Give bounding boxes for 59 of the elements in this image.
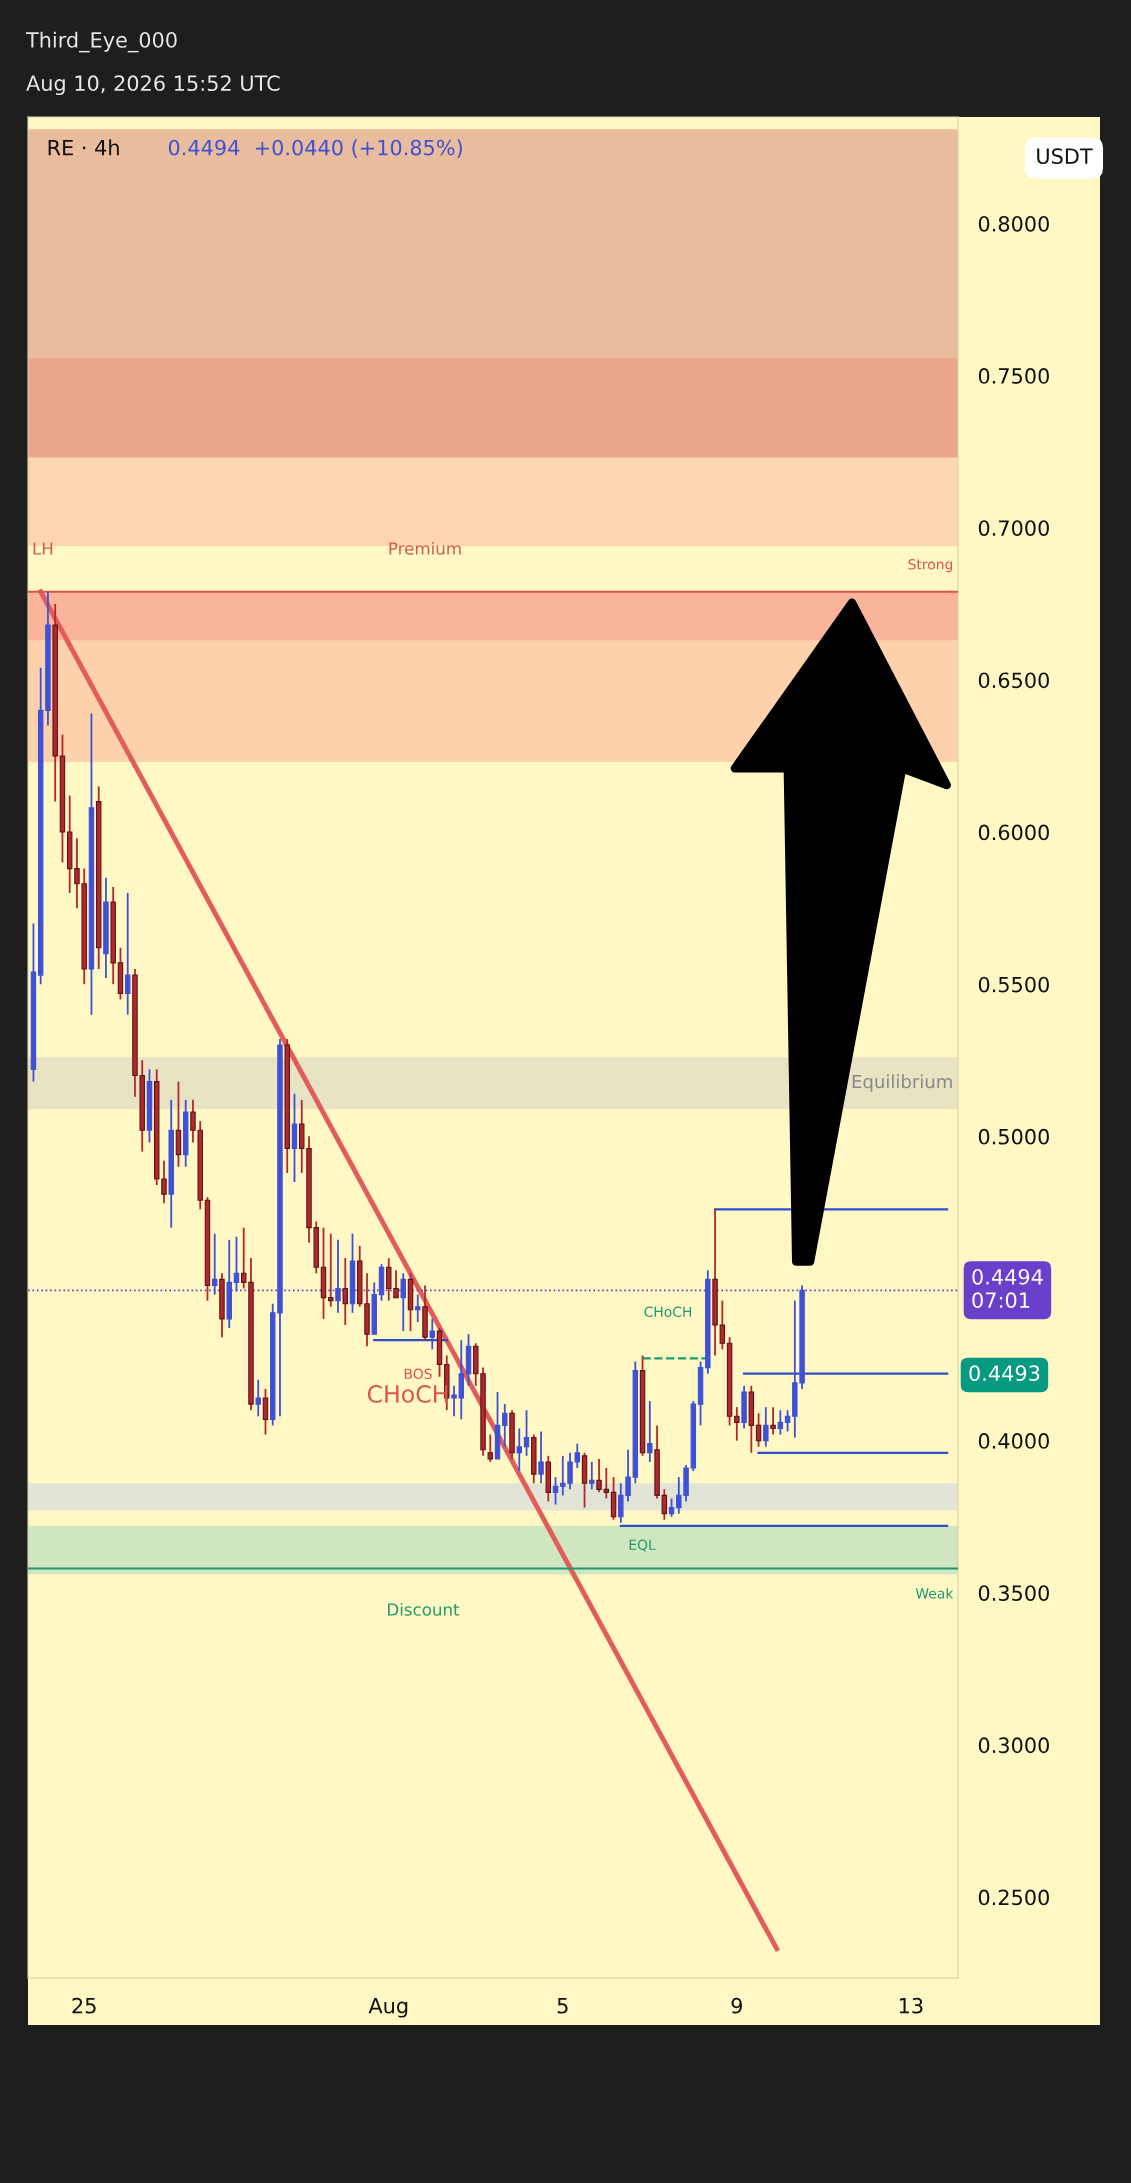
candlestick: [755, 1412, 762, 1448]
candlestick: [487, 1433, 494, 1463]
candlestick: [719, 1299, 726, 1351]
text: 0.4493: [969, 1365, 1040, 1382]
candlestick: [415, 1293, 421, 1323]
candlestick: [255, 1378, 261, 1418]
y-tick-label: 0.4000: [978, 1433, 1049, 1449]
y-tick-label: 0.2500: [978, 1889, 1049, 1906]
candlestick: [668, 1497, 675, 1518]
annotation: LH: [33, 542, 53, 555]
y-tick-label: 0.5000: [978, 1128, 1049, 1145]
candlestick: [552, 1476, 559, 1506]
y-tick-label: 0.6500: [978, 672, 1049, 689]
candlestick: [400, 1272, 406, 1332]
candlestick: [538, 1430, 544, 1485]
candlestick: [233, 1235, 240, 1293]
text: RE · 4h: [48, 139, 119, 156]
y-tick-label: 0.7000: [978, 520, 1049, 536]
x-tick-label: 5: [557, 1998, 568, 2014]
annotation: Discount: [388, 1602, 460, 1616]
ref-line-label: 0.4494 07:01: [972, 1268, 1043, 1309]
candlestick: [328, 1232, 334, 1308]
x-tick-label: 25: [72, 1997, 96, 2014]
annotation: Premium: [389, 541, 461, 555]
x-tick-label: Aug: [368, 1998, 408, 2018]
text: Third_Eye_000: [25, 31, 177, 53]
y-tick-label: 0.6000: [978, 824, 1049, 841]
candlestick: [211, 1232, 218, 1296]
annotation: EQL: [629, 1539, 656, 1552]
candlestick: [589, 1461, 595, 1491]
candlestick: [429, 1318, 435, 1351]
candlestick: [124, 892, 131, 1016]
y-tick-label: 0.7500: [978, 368, 1049, 384]
candlestick: [502, 1403, 508, 1448]
y-tick-label: 0.3000: [978, 1737, 1049, 1754]
text: 0.4494 +0.0440 (+10.85%): [168, 139, 462, 158]
candlestick: [647, 1400, 653, 1463]
candlestick: [770, 1406, 776, 1436]
candlestick: [262, 1388, 269, 1436]
candlestick: [763, 1406, 769, 1448]
x-tick-label: 13: [899, 1997, 923, 2014]
band-label: Equilibrium: [852, 1074, 952, 1092]
candlestick: [734, 1406, 740, 1442]
y-tick-label: 0.8000: [978, 215, 1049, 232]
x-tick-label: 9: [731, 1997, 742, 2014]
candlestick: [335, 1238, 341, 1314]
y-tick-label: 0.3500: [978, 1585, 1049, 1601]
y-axis-title: USDT: [1037, 148, 1093, 165]
ref-line-label: Strong: [908, 559, 953, 573]
text: Aug 10, 2026 15:52 UTC: [26, 75, 280, 96]
annotation: CHoCH: [644, 1306, 692, 1318]
candlestick: [342, 1257, 348, 1326]
ref-line-label: Weak: [915, 1587, 954, 1599]
candlestick: [523, 1409, 530, 1457]
candlestick: [784, 1409, 791, 1433]
y-tick-label: 0.5500: [978, 976, 1049, 993]
candlestick: [516, 1427, 523, 1472]
candlestick: [777, 1409, 784, 1436]
annotation: BOS: [404, 1368, 432, 1380]
